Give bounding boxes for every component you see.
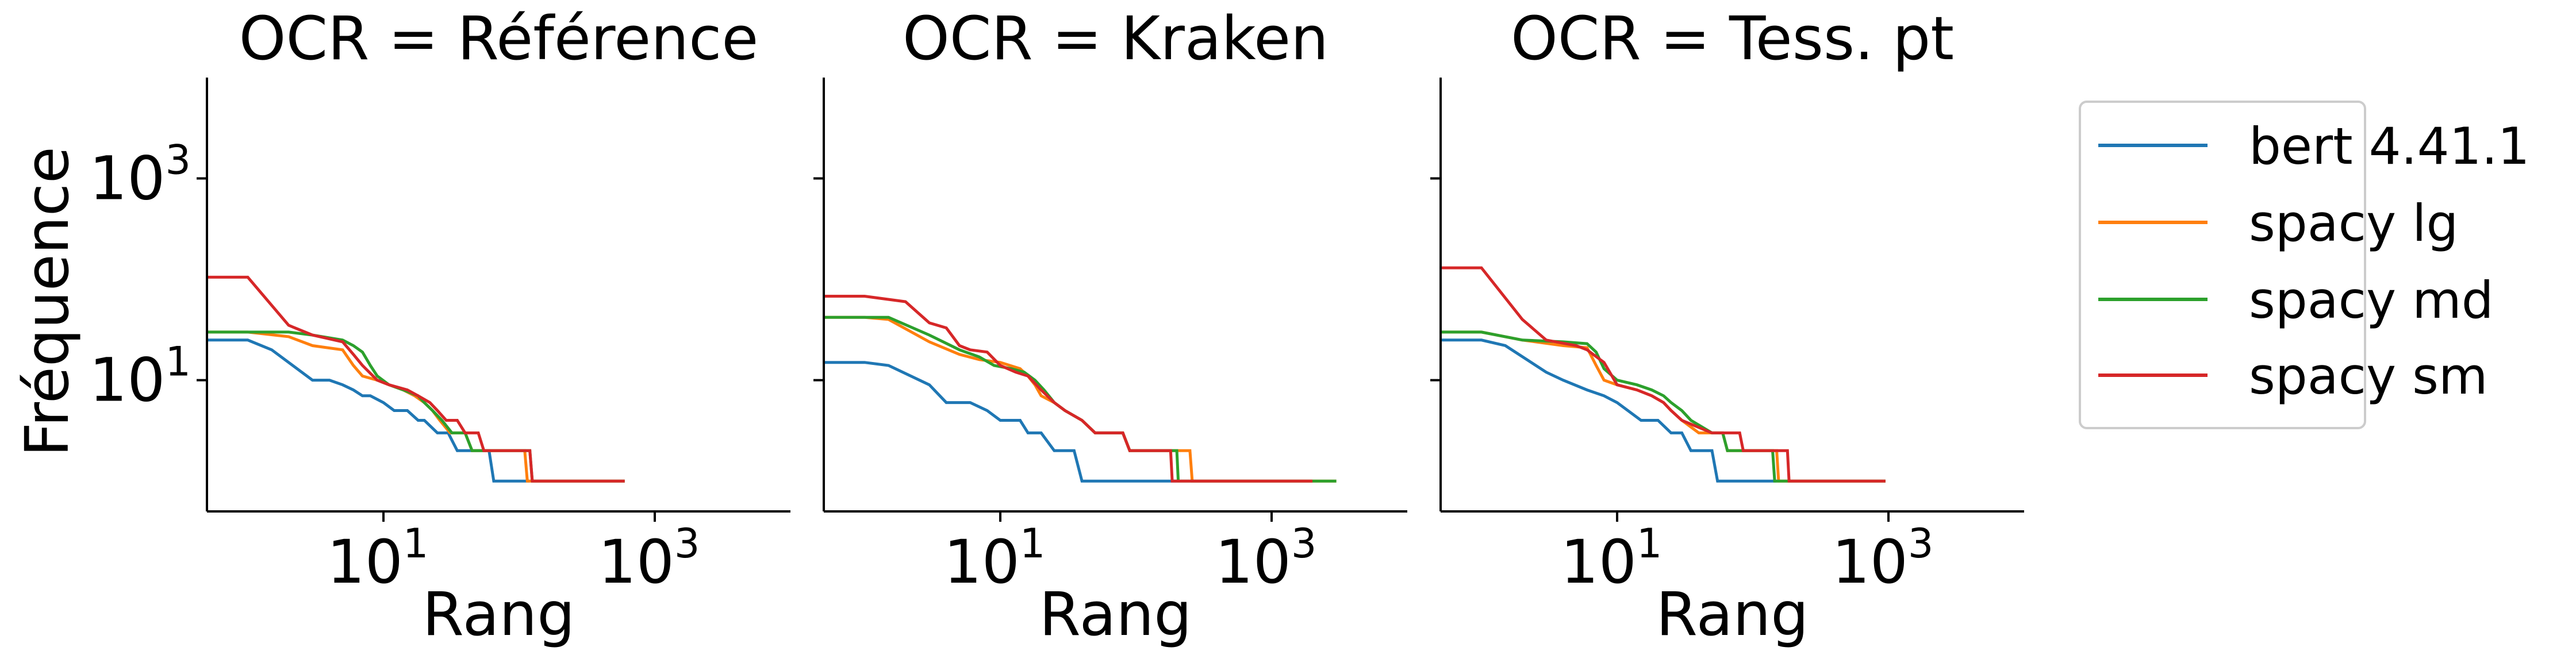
chart-legend: bert 4.41.1 spacy lg spacy md spacy sm xyxy=(2079,101,2530,429)
x-tick-label: 103 xyxy=(598,520,700,597)
series-line-spacy-md xyxy=(1441,330,1886,483)
x-tick-base: 10 xyxy=(1215,527,1291,597)
y-tick-exponent: 3 xyxy=(165,137,191,184)
x-tick-base: 10 xyxy=(327,527,403,597)
x-tick-exponent: 3 xyxy=(674,520,700,567)
panel-title: OCR = Référence xyxy=(239,3,759,74)
x-tick-base: 10 xyxy=(944,527,1020,597)
legend-label-spacy-sm: spacy sm xyxy=(2249,346,2488,406)
series-line-bert-4-41-1 xyxy=(1441,338,1777,483)
x-tick-exponent: 1 xyxy=(1020,520,1046,567)
panel-title: OCR = Kraken xyxy=(903,3,1329,74)
series-line-bert-4-41-1 xyxy=(207,338,530,483)
x-tick-label: 103 xyxy=(1215,520,1317,597)
legend-label-spacy-lg: spacy lg xyxy=(2249,194,2459,253)
x-tick-exponent: 1 xyxy=(1637,520,1663,567)
panel-title: OCR = Tess. pt xyxy=(1511,3,1954,74)
x-axis-label: Rang xyxy=(423,579,575,649)
x-tick-label: 101 xyxy=(944,520,1046,597)
series-line-spacy-md xyxy=(824,315,1337,483)
x-axis-label: Rang xyxy=(1656,579,1809,649)
legend-swatch-spacy-sm xyxy=(2098,373,2208,377)
series-line-spacy-sm xyxy=(824,295,1313,483)
x-tick-label: 101 xyxy=(1561,520,1663,597)
legend-swatch-spacy-md xyxy=(2098,298,2208,301)
y-tick-base: 10 xyxy=(89,345,165,415)
legend-item-bert: bert 4.41.1 xyxy=(2081,111,2530,180)
legend-label-spacy-md: spacy md xyxy=(2249,271,2494,330)
x-tick-exponent: 3 xyxy=(1908,520,1934,567)
series-line-spacy-sm xyxy=(207,275,625,483)
legend-swatch-spacy-lg xyxy=(2098,221,2208,224)
legend-swatch-bert xyxy=(2098,144,2208,147)
x-tick-label: 101 xyxy=(327,520,429,597)
y-tick-label: 103 xyxy=(89,137,191,214)
legend-item-spacy-sm: spacy sm xyxy=(2081,341,2488,410)
y-axis-label: Fréquence xyxy=(12,147,82,457)
series-line-spacy-sm xyxy=(1441,266,1886,483)
legend-label-bert: bert 4.41.1 xyxy=(2249,117,2530,176)
y-tick-base: 10 xyxy=(89,144,165,214)
x-tick-base: 10 xyxy=(1832,527,1908,597)
x-tick-base: 10 xyxy=(598,527,674,597)
x-axis-label: Rang xyxy=(1039,579,1192,649)
x-tick-base: 10 xyxy=(1561,527,1637,597)
series-line-bert-4-41-1 xyxy=(824,361,1177,483)
series-line-spacy-lg xyxy=(824,315,1337,483)
x-tick-exponent: 3 xyxy=(1291,520,1317,567)
legend-item-spacy-md: spacy md xyxy=(2081,265,2494,334)
y-tick-exponent: 1 xyxy=(165,338,191,386)
x-tick-label: 103 xyxy=(1832,520,1934,597)
legend-item-spacy-lg: spacy lg xyxy=(2081,188,2458,257)
y-tick-label: 101 xyxy=(89,338,191,415)
x-tick-exponent: 1 xyxy=(403,520,429,567)
series-line-spacy-md xyxy=(207,330,625,483)
series-line-spacy-lg xyxy=(207,330,625,483)
series-line-spacy-lg xyxy=(1441,330,1886,483)
